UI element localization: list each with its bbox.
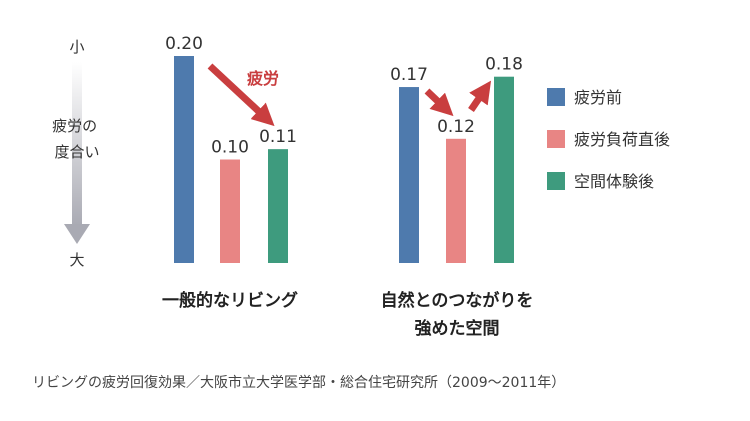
recovery-arrow (468, 80, 492, 112)
legend-label-1: 疲労前 (574, 88, 622, 107)
y-axis-arrow-shaft (72, 62, 82, 227)
value-label-g1-s2: 0.10 (211, 138, 249, 158)
value-label-layer: 0.20 0.10 0.11 0.17 0.12 0.18 (165, 34, 523, 158)
y-axis-bottom-label: 大 (69, 251, 84, 269)
legend-label-3: 空間体験後 (574, 172, 654, 191)
value-label-g2-s1: 0.17 (390, 65, 428, 85)
bar-g2-s2 (446, 138, 466, 263)
value-label-g1-s1: 0.20 (165, 34, 203, 54)
bar-layer (174, 56, 514, 263)
bar-g1-s3 (268, 149, 288, 263)
y-axis-top-label: 小 (69, 38, 84, 56)
value-label-g2-s2: 0.12 (437, 117, 475, 137)
bar-g1-s1 (174, 56, 194, 263)
fatigue-arrow-2 (424, 88, 454, 117)
group-label-2-line2: 強めた空間 (415, 318, 500, 339)
group-label-2: 自然とのつながりを (381, 290, 534, 311)
y-axis-label: 疲労の 度合い (52, 117, 102, 161)
legend-label-2: 疲労負荷直後 (574, 130, 670, 149)
fatigue-annotation: 疲労 (247, 69, 279, 88)
fatigue-arrow (207, 63, 275, 127)
bar-g1-s2 (220, 159, 240, 263)
bar-g2-s3 (494, 76, 514, 263)
bar-g2-s1 (399, 87, 419, 263)
value-label-g2-s3: 0.18 (485, 55, 523, 75)
legend-swatch-2 (547, 130, 565, 148)
value-label-g1-s3: 0.11 (259, 127, 297, 147)
group-label-1: 一般的なリビング (162, 290, 298, 311)
legend-swatch-3 (547, 172, 565, 190)
y-axis-arrow-head (64, 224, 90, 244)
source-caption: リビングの疲労回復効果／大阪市立大学医学部・総合住宅研究所（2009〜2011年… (32, 374, 565, 391)
legend-swatch-1 (547, 88, 565, 106)
